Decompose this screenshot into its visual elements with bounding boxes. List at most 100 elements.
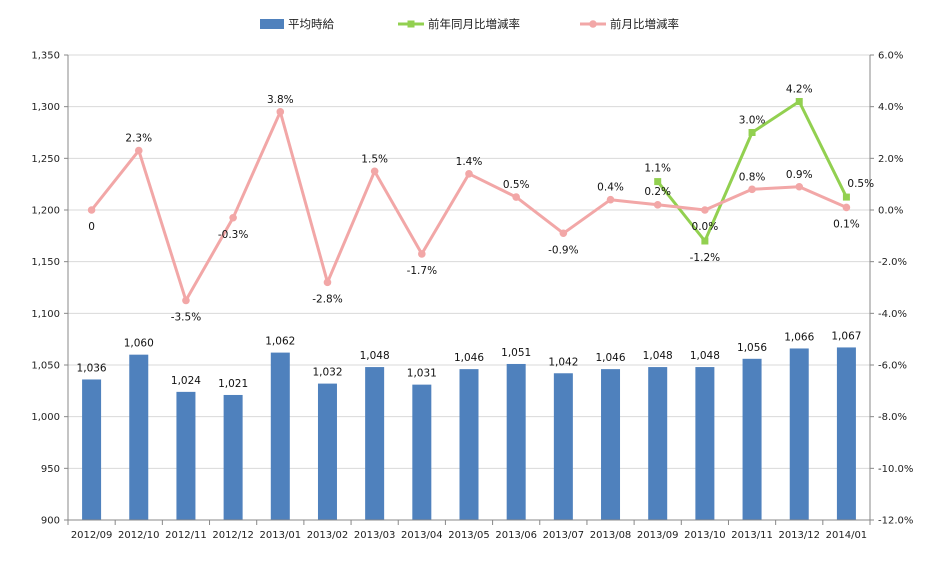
yoy-data-label: 3.0% [739,115,766,127]
point [559,229,568,238]
left-tick-label: 1,100 [31,309,60,320]
bar-data-label: 1,046 [454,352,484,364]
mom-data-label: 0.2% [644,186,671,198]
right-tick-label: -4.0% [878,309,907,320]
right-tick-label: -10.0% [878,464,913,475]
bar-data-label: 1,056 [737,342,767,354]
x-tick-label: 2013/09 [637,530,679,541]
point [276,108,285,116]
point [87,206,96,214]
right-tick-label: -2.0% [878,257,907,268]
legend-label: 平均時給 [288,17,334,31]
x-tick-label: 2014/01 [826,530,868,541]
x-tick-label: 2013/08 [590,530,632,541]
right-tick-label: 4.0% [878,102,903,113]
bar-data-label: 1,060 [124,338,154,350]
x-tick-label: 2012/11 [165,530,207,541]
bar [270,352,290,520]
legend-swatch-bar [260,19,284,29]
line-mom-change [90,110,848,302]
bar [506,363,526,520]
axes: 900 950 1,000 1,050 1,100 1,150 1,200 1,250 1,30… [31,51,913,542]
bar-data-label: 1,046 [595,352,625,364]
left-tick-label: 1,350 [31,51,60,62]
left-tick-label: 1,200 [31,206,60,217]
bar-data-label: 1,031 [407,368,437,380]
yoy-data-label: -1.2% [690,252,720,264]
bar-data-label: 1,048 [690,350,720,362]
point [323,278,332,287]
point [748,129,756,136]
x-tick-label: 2013/03 [354,530,396,541]
bar [836,347,856,520]
mom-data-label: -1.7% [407,265,437,277]
bar [365,367,385,520]
mom-data-label: -3.5% [171,311,201,323]
right-tick-label: 0.0% [878,206,903,217]
left-tick-label: 900 [41,516,60,527]
mom-data-label: 1.5% [361,153,388,165]
data-labels: 1,036 1,060 1,024 1,021 1,062 1,032 1,048 1,031… [77,84,875,390]
bar-data-label: 1,048 [643,350,673,362]
point [134,146,143,155]
yoy-data-label: 4.2% [786,84,813,96]
bar-data-label: 1,042 [548,356,578,368]
point [795,98,803,105]
x-tick-label: 2013/06 [495,530,537,541]
mom-data-label: 0.0% [692,221,719,233]
bar-data-label: 1,024 [171,375,201,387]
point [229,213,237,222]
legend-marker-yoy [407,20,415,28]
point [701,237,709,245]
point [653,201,662,209]
bar-data-label: 1,062 [265,336,295,348]
yoy-data-label: 0.5% [847,178,874,190]
line-series [87,98,851,305]
legend: 平均時給 前年同月比増減率 前月比増減率 [260,17,679,31]
x-tick-label: 2013/04 [401,530,443,541]
yoy-data-label: 1.1% [644,163,671,175]
point [370,167,379,176]
bar [223,394,243,520]
mom-data-label: 0.5% [503,179,530,191]
mom-data-label: -0.9% [548,244,578,256]
bar-data-label: 1,051 [501,347,531,359]
point [748,185,756,194]
mom-data-label: 0.1% [833,218,860,230]
point [418,250,426,258]
bar [459,369,479,520]
bar-data-label: 1,067 [831,330,861,342]
mom-data-label: 3.8% [267,94,294,106]
bar [176,391,196,520]
mom-data-label: -2.8% [312,293,342,305]
left-tick-label: 1,300 [31,102,60,113]
gridlines [68,54,870,469]
point [842,193,850,201]
bar [412,384,432,520]
right-tick-label: -8.0% [878,412,907,423]
legend-marker-mom [589,20,597,28]
right-tick-label: 2.0% [878,154,903,165]
point [182,296,190,305]
mom-data-label: 0.9% [786,169,813,181]
bar [648,367,668,520]
point [512,193,520,201]
bar [82,379,102,520]
bar-data-label: 1,048 [360,350,390,362]
bar [553,373,573,520]
bar [742,358,762,520]
point [654,178,662,186]
point [465,170,473,178]
bar-series-average-hourly-wage [82,347,856,520]
bar [601,369,621,520]
left-tick-label: 1,000 [31,412,60,423]
bar [129,354,149,520]
point [842,203,851,212]
x-tick-label: 2013/07 [543,530,585,541]
mom-data-label: 0.8% [739,171,766,183]
point [606,195,615,204]
x-tick-label: 2013/11 [731,530,773,541]
right-tick-label: -12.0% [878,516,913,527]
mom-data-label: -0.3% [218,229,248,241]
